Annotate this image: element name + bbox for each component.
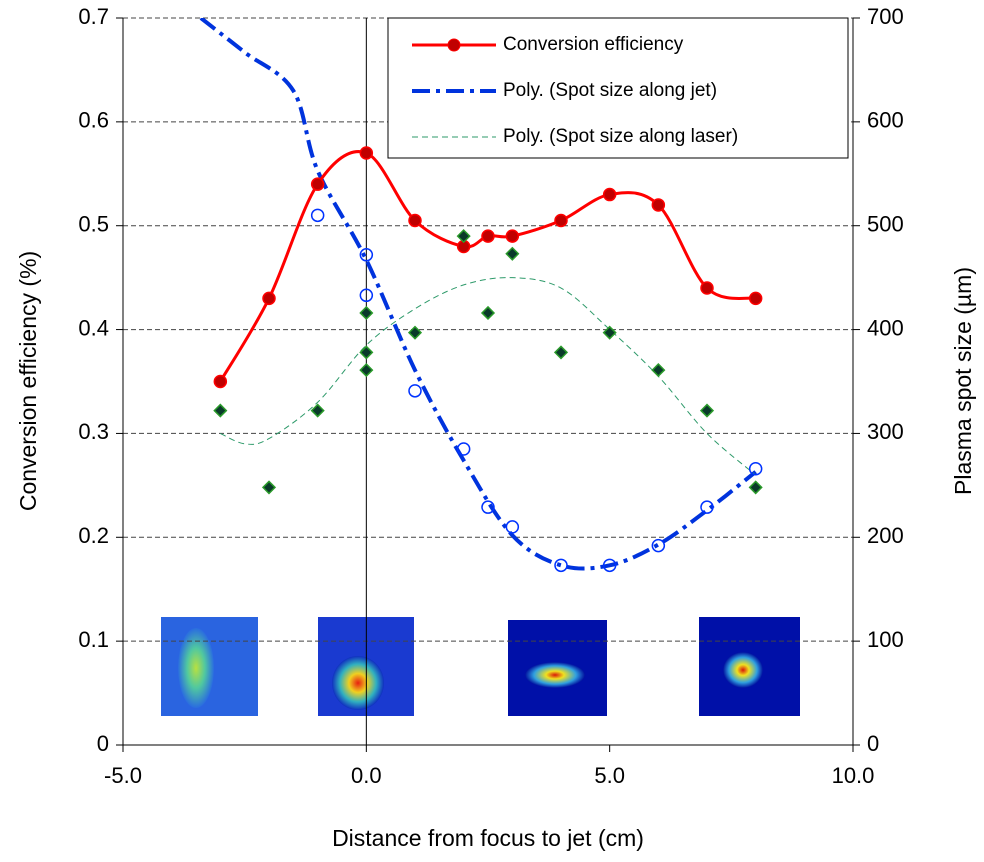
marker — [359, 146, 374, 160]
y-tick-label: 0.2 — [78, 523, 109, 548]
marker — [651, 198, 666, 212]
marker — [262, 291, 276, 306]
inset-spot — [178, 628, 214, 708]
marker — [213, 403, 228, 418]
y-tick-label: 0.3 — [78, 419, 109, 444]
y-tick-label: 0.5 — [78, 212, 109, 237]
x-axis-title: Distance from focus to jet (cm) — [332, 825, 644, 851]
marker — [213, 374, 228, 389]
inset-spot — [723, 652, 763, 688]
legend-label: Poly. (Spot size along jet) — [503, 80, 717, 101]
marker — [700, 500, 714, 514]
y-tick-label: 0.1 — [78, 627, 109, 652]
marker — [481, 500, 495, 514]
marker — [700, 281, 714, 295]
marker — [505, 229, 520, 243]
marker — [748, 291, 763, 306]
legend-label: Poly. (Spot size along laser) — [503, 126, 738, 147]
y2-tick-label: 200 — [867, 523, 904, 548]
marker — [505, 520, 520, 534]
marker — [481, 229, 495, 243]
marker — [359, 345, 374, 360]
x-tick-label: -5.0 — [104, 763, 142, 788]
marker — [554, 213, 568, 228]
marker — [456, 229, 471, 244]
marker — [359, 305, 374, 321]
marker — [602, 187, 617, 202]
marker — [554, 558, 568, 573]
marker — [602, 325, 617, 340]
marker — [748, 461, 763, 476]
marker — [408, 384, 422, 398]
marker — [505, 246, 520, 261]
y-tick-label: 0.6 — [78, 108, 109, 133]
series-line — [219, 150, 756, 383]
y-axis-title: Conversion efficiency (%) — [15, 251, 41, 511]
y2-tick-label: 100 — [867, 627, 904, 652]
y-tick-label: 0.4 — [78, 315, 109, 340]
legend-marker — [447, 38, 461, 52]
marker — [359, 288, 374, 303]
y2-tick-label: 400 — [867, 315, 904, 340]
y2-tick-label: 700 — [867, 4, 904, 29]
series-line — [220, 277, 756, 476]
inset-images — [161, 617, 800, 716]
marker — [651, 363, 666, 378]
y2-tick-label: 0 — [867, 731, 879, 756]
marker — [480, 305, 496, 321]
legend: Conversion efficiency Poly. (Spot size al… — [387, 17, 849, 159]
marker — [310, 403, 325, 418]
y2-tick-label: 500 — [867, 212, 904, 237]
marker — [651, 538, 666, 553]
legend-label: Conversion efficiency — [503, 34, 684, 55]
marker — [456, 442, 471, 456]
x-tick-label: 5.0 — [594, 763, 625, 788]
series-line — [199, 18, 757, 571]
marker — [310, 177, 325, 191]
x-tick-label: 0.0 — [351, 763, 382, 788]
y2-tick-label: 600 — [867, 108, 904, 133]
marker — [310, 208, 325, 223]
marker — [699, 403, 715, 418]
y-tick-label: 0.7 — [78, 4, 109, 29]
inset-spot — [332, 656, 384, 710]
y2-axis-title: Plasma spot size (µm) — [950, 267, 976, 495]
marker — [602, 558, 617, 573]
marker — [261, 480, 277, 495]
marker — [553, 345, 569, 360]
inset-spot — [525, 662, 585, 688]
y-tick-label: 0 — [97, 731, 109, 756]
legend-box — [387, 17, 849, 159]
marker — [408, 213, 422, 228]
y2-tick-label: 300 — [867, 419, 904, 444]
marker — [359, 363, 374, 378]
marker — [748, 480, 763, 495]
marker — [359, 248, 374, 262]
x-tick-label: 10.0 — [832, 763, 875, 788]
marker — [407, 325, 423, 340]
